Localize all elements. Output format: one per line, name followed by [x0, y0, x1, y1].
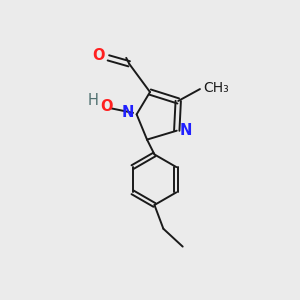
Text: O: O	[92, 48, 105, 63]
Text: N: N	[179, 123, 191, 138]
Text: O: O	[101, 99, 113, 114]
Text: H: H	[88, 94, 99, 109]
Text: N: N	[122, 105, 134, 120]
Text: CH₃: CH₃	[203, 81, 229, 94]
